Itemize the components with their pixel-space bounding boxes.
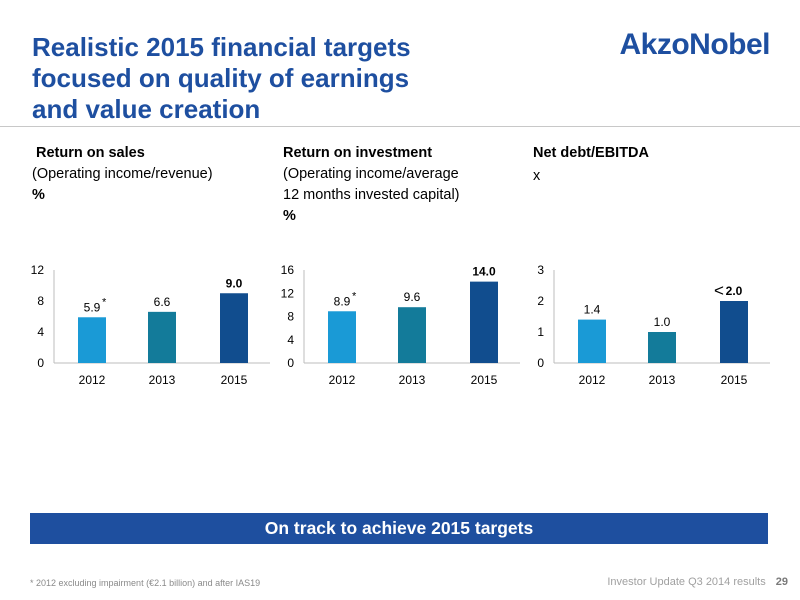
bar-2015 [720,301,748,363]
panel-unit: % [32,187,45,203]
data-label: 1.0 [654,315,671,329]
chart-return-on-investment: 0 4 8 12 16 8.9 * 2012 9.6 2013 14.0 2015 [280,255,530,395]
data-label: 9.6 [404,290,421,304]
data-label: 9.0 [226,276,243,290]
y-tick-label: 4 [287,333,294,347]
chart-net-debt-ebitda: 0 1 2 3 1.4 2012 1.0 2013 2.0 <2015 [530,255,780,395]
title-line: and value creation [32,94,261,124]
y-tick-label: 12 [281,286,295,300]
y-tick-label: 0 [37,356,44,370]
data-label-marker: * [102,296,107,308]
x-tick-label: 2015 [221,373,248,387]
bar-2015 [470,281,498,363]
bar-2012 [78,317,106,363]
data-label: 8.9 [334,294,351,308]
title-line: focused on quality of earnings [32,63,410,93]
panel-title: Net debt/EBITDA [533,145,649,161]
y-tick-label: 8 [37,294,44,308]
y-tick-label: 1 [537,325,544,339]
header-divider [0,126,800,127]
data-label: 5.9 [84,300,101,314]
panel-return-on-investment: Return on investment (Operating income/a… [283,143,523,227]
bar-2012 [328,311,356,363]
status-banner: On track to achieve 2015 targets [30,513,768,544]
panel-subtitle: 12 months invested capital) [283,187,460,203]
bar-2013 [398,307,426,363]
x-tick-label: 2015 [471,373,498,387]
footer-source: Investor Update Q3 2014 results 29 [607,576,788,588]
bar-2013 [148,311,176,363]
panel-unit: % [283,208,296,224]
data-label: 14.0 [472,265,496,279]
panel-return-on-sales: Return on sales (Operating income/revenu… [32,143,272,206]
y-tick-label: 12 [31,263,45,277]
y-tick-label: 4 [37,325,44,339]
x-tick-label: 2012 [579,373,606,387]
panel-subtitle: (Operating income/revenue) [32,166,213,182]
panel-unit: x [533,168,541,184]
footnote: * 2012 excluding impairment (€2.1 billio… [30,578,261,588]
x-tick-label: 2013 [149,373,176,387]
panel-title: Return on sales [36,145,145,161]
y-tick-label: 16 [281,263,295,277]
y-tick-label: 8 [287,310,294,324]
title-line: Realistic 2015 financial targets [32,32,411,62]
y-tick-label: 0 [287,356,294,370]
bar-2012 [578,319,606,363]
data-label: 1.4 [584,303,601,317]
x-tick-label: 2012 [329,373,356,387]
y-tick-label: 2 [537,294,544,308]
data-label-marker: * [352,290,357,302]
chart-svg: 0 4 8 12 5.9 * 2012 6.6 2013 9.0 2015 [31,263,270,387]
data-label: 6.6 [154,295,171,309]
bar-2013 [648,332,676,363]
panel-subtitle: (Operating income/average [283,166,459,182]
panel-net-debt-ebitda: Net debt/EBITDA x [533,143,773,187]
page-title: Realistic 2015 financial targets focused… [32,32,552,125]
page-number: 29 [775,576,788,588]
y-tick-label: 0 [537,356,544,370]
footer-source-text: Investor Update Q3 2014 results [607,576,766,588]
x-tick-label: 2012 [79,373,106,387]
chart-svg: 0 4 8 12 16 8.9 * 2012 9.6 2013 14.0 2015 [281,263,520,387]
x-tick-label: 2013 [649,373,676,387]
x-tick-label: 2013 [399,373,426,387]
bar-2015 [220,293,248,363]
panel-title: Return on investment [283,145,433,161]
akzonobel-logo: AkzoNobel [619,28,770,61]
data-label-prefix: < [714,281,724,300]
chart-svg: 0 1 2 3 1.4 2012 1.0 2013 2.0<2015 [537,263,770,387]
y-tick-label: 3 [537,263,544,277]
data-label: 2.0 [726,284,743,298]
x-tick-label: 2015 [721,373,748,387]
chart-return-on-sales: 0 4 8 12 5.9 * 2012 6.6 2013 9.0 2015 [30,255,280,395]
